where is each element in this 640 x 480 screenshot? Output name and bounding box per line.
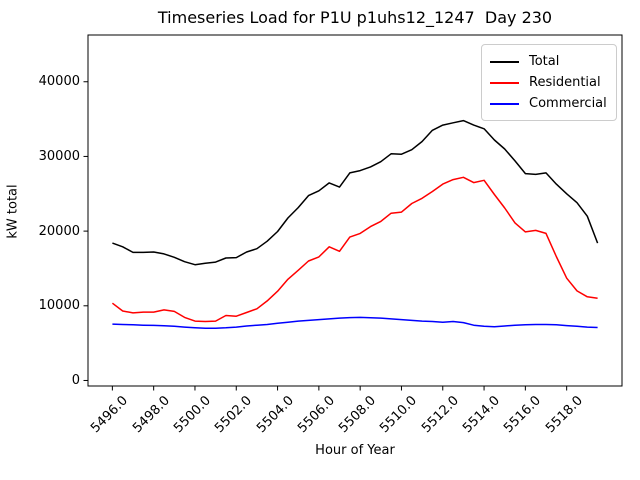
legend-line-sample [490,102,519,105]
chart-title: Timeseries Load for P1U p1uhs12_1247 Day… [157,8,553,27]
legend-line-sample [490,81,519,84]
series-line-total [112,119,599,266]
legend-line-sample [490,60,519,63]
legend-label: Total [529,54,560,69]
legend-entry-residential: Residential [490,72,607,93]
legend-entry-commercial: Commercial [490,93,607,114]
x-axis-label: Hour of Year [315,443,395,458]
axes-frame [87,34,623,387]
y-tick-label: 10000 [38,298,80,314]
y-tick-label: 40000 [38,74,80,90]
legend: Total Residential Commercial [481,44,617,121]
legend-label: Commercial [529,96,607,111]
legend-label: Residential [529,75,601,90]
y-tick-label: 20000 [38,223,80,239]
series-line-residential [111,176,598,323]
series-line-commercial [112,316,598,330]
y-tick-label: 0 [71,372,80,388]
y-tick-label: 30000 [38,148,80,164]
legend-entry-total: Total [490,51,607,72]
y-axis-label: kW total [5,184,21,239]
